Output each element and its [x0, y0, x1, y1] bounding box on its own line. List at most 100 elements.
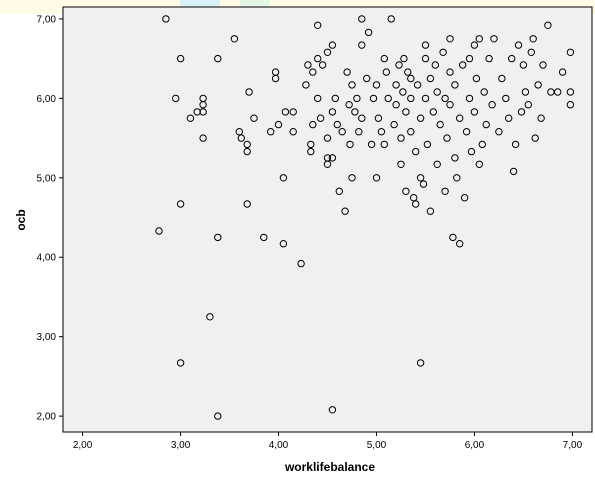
data-point [341, 207, 349, 215]
data-point [309, 120, 317, 129]
data-point [446, 68, 454, 76]
data-point [372, 81, 381, 89]
data-point [441, 94, 449, 103]
data-point [374, 114, 383, 122]
data-point [172, 94, 180, 103]
data-point [470, 41, 479, 49]
y-tick-label: 4,00 [37, 253, 57, 264]
data-point [451, 154, 459, 162]
data-point [527, 48, 535, 56]
data-point [289, 108, 297, 116]
data-point [314, 54, 322, 63]
data-point [309, 68, 317, 76]
data-point [465, 54, 474, 63]
data-point [456, 240, 464, 248]
data-point [423, 140, 432, 149]
data-point [243, 140, 251, 149]
data-point [245, 88, 253, 96]
data-point [566, 48, 575, 56]
data-point [519, 61, 528, 69]
data-point [509, 167, 518, 176]
data-point [470, 108, 479, 116]
data-point [348, 174, 356, 182]
data-point [521, 88, 530, 96]
data-point [480, 88, 488, 96]
data-point [511, 140, 520, 149]
data-point [348, 81, 356, 89]
data-point [331, 94, 339, 103]
data-point [279, 240, 288, 248]
data-point [323, 134, 332, 142]
x-axis: 2,00 3,00 4,00 5,00 6,00 7,00 [73, 432, 583, 451]
data-point [333, 120, 341, 129]
data-point [364, 28, 373, 37]
data-point [433, 88, 441, 96]
data-point [316, 114, 325, 122]
data-point [343, 68, 351, 76]
data-point [328, 406, 337, 414]
data-point [199, 101, 207, 109]
data-point [274, 120, 283, 129]
data-point [472, 74, 481, 83]
data-point [402, 108, 410, 116]
data-point [372, 174, 381, 182]
data-point [439, 48, 447, 56]
data-point [429, 108, 437, 116]
decor-mark [240, 0, 270, 7]
data-point [367, 140, 376, 149]
data-point [485, 54, 493, 63]
data-point [407, 94, 415, 103]
data-point [271, 74, 280, 83]
data-point [297, 259, 305, 268]
data-point [517, 108, 526, 116]
data-point [505, 114, 513, 122]
data-point [443, 134, 451, 142]
data-point [328, 41, 337, 49]
plot-area [62, 6, 593, 433]
y-axis: 2,00 3,00 4,00 5,00 6,00 7,00 [37, 14, 63, 423]
data-point [380, 54, 388, 63]
data-point [421, 54, 430, 63]
data-point [358, 41, 366, 49]
data-point [412, 200, 420, 208]
data-point [426, 74, 435, 83]
data-point [544, 21, 552, 29]
data-point [162, 15, 170, 23]
data-point [421, 41, 430, 49]
data-point [323, 160, 332, 169]
data-point [400, 54, 408, 63]
data-point [456, 114, 464, 122]
data-point [524, 101, 532, 109]
data-point [237, 134, 246, 142]
data-point [433, 160, 441, 169]
data-point [531, 134, 539, 142]
data-point [451, 81, 459, 89]
data-point [328, 108, 337, 116]
data-point [267, 128, 275, 136]
data-point [397, 134, 405, 142]
data-point [475, 160, 483, 169]
data-point [358, 114, 366, 122]
data-point [478, 140, 486, 149]
data-point [539, 61, 547, 69]
data-point [387, 15, 395, 23]
data-point [307, 140, 315, 149]
data-point [214, 233, 222, 242]
x-tick-label: 3,00 [171, 440, 191, 451]
data-point [514, 41, 523, 49]
data-point [314, 94, 322, 103]
data-point [407, 74, 415, 83]
data-point [488, 101, 496, 109]
data-point [353, 94, 361, 103]
data-point [465, 94, 474, 103]
data-point [467, 147, 476, 156]
data-point [495, 128, 503, 136]
data-point [446, 35, 454, 43]
data-point [416, 174, 425, 182]
data-point [407, 128, 415, 136]
data-point [490, 35, 498, 43]
data-point [395, 61, 403, 69]
data-point [250, 114, 258, 122]
data-point [199, 134, 207, 142]
